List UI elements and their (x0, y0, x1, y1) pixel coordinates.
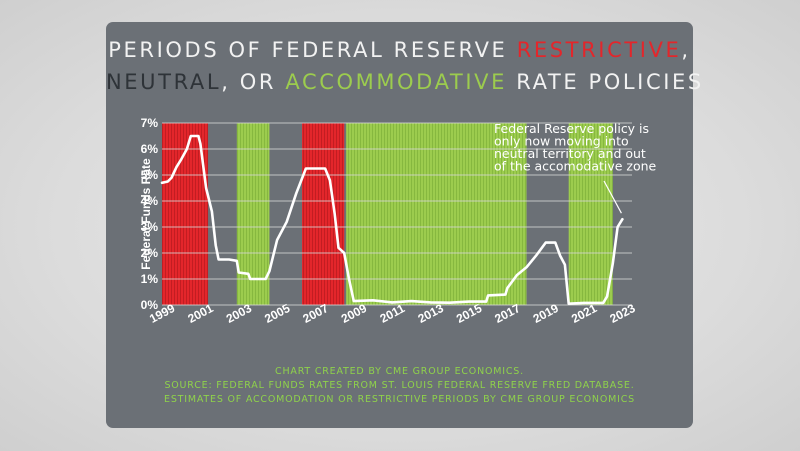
title-neutral: NEUTRAL (106, 70, 222, 94)
annotation-arrow (603, 180, 622, 214)
footer-estimates: ESTIMATES OF ACCOMODATION OR RESTRICTIVE… (164, 394, 635, 405)
y-tick-label: 3% (141, 220, 159, 234)
fed-funds-rate-line (160, 134, 624, 305)
footer-source: SOURCE: FEDERAL FUNDS RATES FROM ST. LOU… (164, 380, 635, 391)
y-tick-label: 5% (141, 168, 159, 182)
y-axis-label: Federal Funds Rate (139, 158, 153, 270)
footer-credit: CHART CREATED BY CME GROUP ECONOMICS. (275, 366, 524, 377)
accommodative-period-5 (568, 123, 613, 305)
y-tick-label: 1% (141, 272, 159, 286)
y-tick-label: 2% (141, 246, 159, 260)
annotation-line-3: neutral territory and out (494, 146, 646, 161)
title-middle: , OR (221, 70, 286, 94)
annotation-line-4: of the accomodative zone (494, 159, 657, 174)
accommodative-period-4 (346, 123, 527, 305)
title-restrictive: RESTRICTIVE (516, 38, 682, 62)
title-accommodative: ACCOMMODATIVE (285, 70, 507, 94)
title-line-1: PERIODS OF FEDERAL RESERVE RESTRICTIVE, (106, 38, 693, 62)
restrictive-period-3 (302, 123, 345, 305)
title-line-2: NEUTRAL, OR ACCOMMODATIVE RATE POLICIES (106, 70, 701, 94)
y-tick-label: 6% (141, 142, 159, 156)
y-tick-label: 0% (141, 298, 159, 312)
title-suffix: RATE POLICIES (506, 70, 704, 94)
title-prefix: PERIODS OF FEDERAL RESERVE (108, 38, 517, 62)
y-tick-label: 7% (141, 116, 159, 130)
annotation-line-1: Federal Reserve policy is (494, 121, 649, 136)
annotation-line-2: only now moving into (494, 134, 629, 149)
accommodative-period-2 (236, 123, 270, 305)
y-tick-label: 4% (141, 194, 159, 208)
title-comma: , (681, 38, 691, 62)
